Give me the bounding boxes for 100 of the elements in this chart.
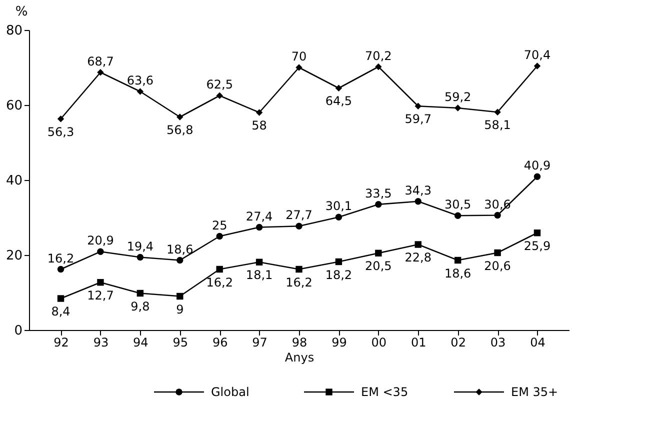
data-label: 56,8 [166, 123, 194, 137]
point [136, 254, 144, 261]
x-tick-label: 97 [252, 336, 268, 350]
point [296, 64, 302, 71]
y-tick-label: 0 [14, 324, 22, 338]
data-label: 9,8 [130, 299, 150, 314]
point [216, 92, 223, 99]
point [375, 201, 382, 208]
x-tick-label: 01 [410, 336, 426, 350]
data-label: 64,5 [325, 94, 352, 108]
point [256, 109, 263, 116]
x-tick-label: 92 [54, 336, 69, 350]
x-tick-label: 99 [332, 336, 347, 350]
data-label: 33,5 [365, 186, 392, 200]
data-label: 30,1 [325, 199, 352, 214]
data-label: 58 [252, 118, 267, 132]
point [375, 63, 382, 70]
data-label: 56,3 [47, 124, 74, 139]
data-label: 59,2 [444, 90, 472, 104]
x-axis-title: Anys [284, 350, 314, 364]
point [296, 266, 302, 273]
data-label: 25,9 [524, 238, 551, 253]
y-tick-label: 60 [6, 98, 22, 114]
point [335, 214, 342, 220]
data-label: 70,2 [365, 48, 392, 63]
legend-label: EM <35 [361, 385, 408, 399]
data-label: 70,4 [524, 48, 551, 62]
point [57, 116, 64, 122]
y-tick-label: 20 [6, 248, 22, 264]
data-label: 18,6 [166, 242, 194, 256]
data-label: 68,7 [87, 54, 114, 68]
x-tick-label: 00 [371, 336, 387, 350]
y-tick-label: 80 [6, 24, 22, 38]
point [256, 258, 263, 266]
data-label: 59,7 [404, 112, 432, 126]
point [256, 224, 263, 231]
point [335, 258, 342, 266]
point [454, 104, 462, 112]
point [375, 250, 382, 256]
data-label: 34,3 [404, 183, 432, 198]
point [97, 69, 104, 76]
data-label: 19,4 [126, 239, 154, 254]
data-label: 40,9 [524, 158, 551, 173]
legend-label: Global [211, 385, 250, 399]
point [216, 232, 223, 240]
point [494, 249, 501, 256]
data-label: 27,7 [286, 208, 312, 222]
point [97, 248, 104, 255]
point [136, 88, 144, 95]
point [414, 102, 422, 110]
legend-label: EM 35+ [511, 385, 558, 399]
point [335, 84, 342, 92]
data-label: 25 [212, 218, 228, 232]
point [136, 290, 144, 297]
data-label: 12,7 [87, 288, 114, 302]
point [454, 256, 462, 264]
data-label: 27,4 [246, 209, 273, 224]
point [216, 266, 223, 273]
point [97, 279, 104, 286]
point [176, 114, 184, 120]
x-tick-label: 98 [292, 336, 308, 350]
x-tick-label: 04 [530, 336, 546, 350]
point [57, 295, 64, 302]
point [296, 222, 302, 230]
data-label: 20,9 [87, 234, 114, 248]
point [176, 256, 184, 264]
data-label: 16,2 [47, 251, 74, 266]
x-tick-label: 94 [133, 336, 148, 350]
data-label: 18,1 [246, 268, 273, 282]
data-label: 22,8 [404, 250, 432, 264]
point [454, 212, 462, 219]
y-tick-label: 40 [6, 174, 22, 188]
data-label: 58,1 [484, 118, 511, 132]
data-label: 9 [176, 302, 184, 316]
point [494, 108, 501, 116]
point [494, 212, 501, 219]
y-axis-title: % [15, 4, 28, 20]
x-tick-label: 03 [490, 336, 506, 350]
data-label: 20,5 [365, 259, 392, 274]
point [534, 62, 541, 70]
data-label: 20,6 [484, 258, 511, 273]
data-label: 16,2 [286, 275, 312, 290]
data-label: 8,4 [51, 304, 70, 318]
data-label: 30,5 [444, 198, 472, 212]
point [176, 292, 184, 300]
point [57, 266, 64, 273]
point [534, 230, 541, 236]
x-tick-label: 02 [450, 336, 466, 350]
data-label: 70 [291, 50, 307, 64]
point [414, 198, 422, 205]
data-label: 63,6 [126, 74, 154, 88]
point [534, 173, 541, 180]
point [414, 241, 422, 248]
x-tick-label: 96 [212, 336, 228, 350]
data-label: 18,2 [325, 268, 352, 282]
data-label: 16,2 [206, 275, 233, 290]
x-tick-label: 93 [93, 336, 109, 350]
data-label: 62,5 [206, 78, 233, 92]
x-tick-label: 95 [172, 336, 188, 350]
data-label: 18,6 [444, 266, 472, 280]
